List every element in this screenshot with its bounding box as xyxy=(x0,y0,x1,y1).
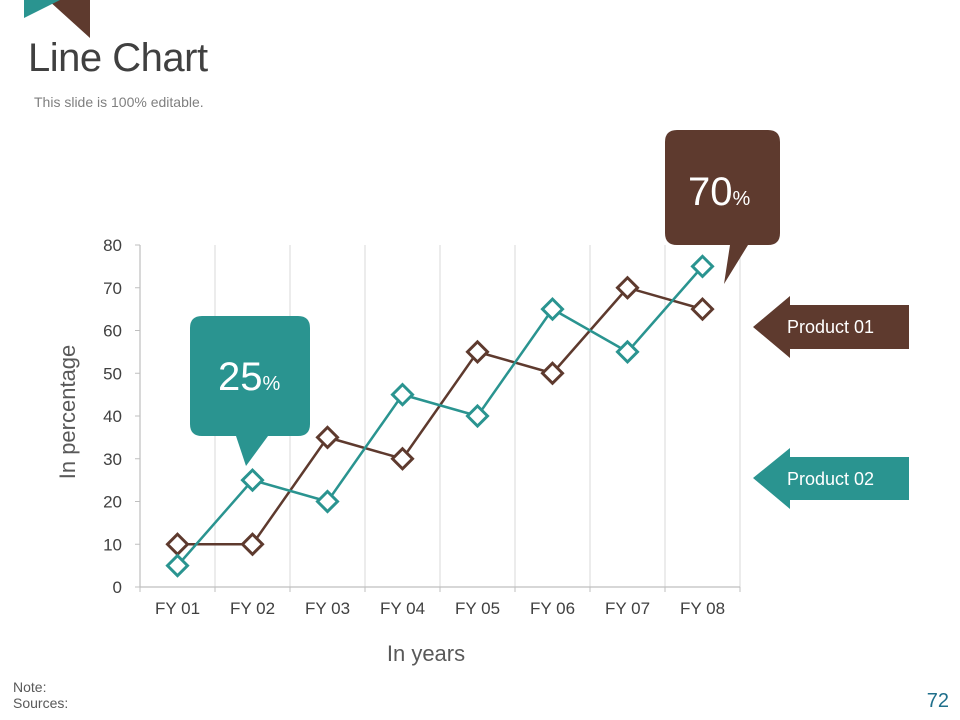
data-point-marker xyxy=(240,532,265,557)
series-line-2 xyxy=(176,265,704,567)
y-axis-title: In percentage xyxy=(55,345,80,480)
chart-labels: In years In percentage xyxy=(55,345,465,666)
callout-70-label: 70% xyxy=(688,170,750,215)
page-title: Line Chart xyxy=(28,36,208,80)
y-tick-label: 0 xyxy=(113,578,122,597)
y-tick-label: 50 xyxy=(103,364,122,383)
callout-70 xyxy=(665,130,780,284)
data-point-marker xyxy=(240,468,265,493)
x-tick-label: FY 06 xyxy=(530,599,575,618)
callout-70-unit: % xyxy=(732,188,751,210)
data-point-marker xyxy=(390,446,415,471)
legend-label-product01: Product 01 xyxy=(787,317,875,337)
callout-70-value: 70 xyxy=(688,170,733,214)
y-tick-label: 60 xyxy=(103,322,122,341)
x-tick-label: FY 04 xyxy=(380,599,425,618)
footer-note: Note: Sources: xyxy=(13,679,68,711)
y-tick-label: 10 xyxy=(103,535,122,554)
legend-product01 xyxy=(753,296,909,358)
x-tick-label: FY 08 xyxy=(680,599,725,618)
y-tick-label: 30 xyxy=(103,450,122,469)
note-label: Note: xyxy=(13,679,47,695)
data-point-marker xyxy=(540,297,565,322)
x-tick-label: FY 05 xyxy=(455,599,500,618)
legend-label-product02: Product 02 xyxy=(787,469,875,489)
data-point-marker xyxy=(615,339,640,364)
y-tick-label: 20 xyxy=(103,493,122,512)
corner-decoration xyxy=(24,0,90,38)
data-point-marker xyxy=(390,382,415,407)
x-tick-label: FY 07 xyxy=(605,599,650,618)
data-point-marker xyxy=(690,297,715,322)
data-point-marker xyxy=(465,403,490,429)
callout-25-unit: % xyxy=(262,373,281,395)
x-tick-label: FY 01 xyxy=(155,599,200,618)
x-axis-title: In years xyxy=(387,641,465,666)
y-tick-label: 40 xyxy=(103,407,122,426)
legend-product02 xyxy=(753,448,909,509)
callout-25 xyxy=(190,316,310,466)
data-point-marker xyxy=(315,425,340,450)
data-point-marker xyxy=(165,532,190,557)
page-subtitle: This slide is 100% editable. xyxy=(34,94,204,110)
y-tick-label: 70 xyxy=(103,279,122,298)
data-point-marker xyxy=(165,553,190,578)
chart-grid xyxy=(214,245,741,587)
x-tick-label: FY 03 xyxy=(305,599,350,618)
data-point-marker xyxy=(690,254,715,279)
chart-axes: 0 10 20 30 40 50 60 70 80 FY 01 FY 02 FY 03 FY 04 FY … xyxy=(103,236,741,618)
page-number: 72 xyxy=(926,690,949,712)
data-point-marker xyxy=(540,361,565,386)
sources-label: Sources: xyxy=(13,695,69,711)
callout-25-value: 25 xyxy=(218,355,263,399)
data-point-marker xyxy=(615,275,640,300)
data-point-marker xyxy=(465,339,490,364)
chart-series xyxy=(165,254,715,578)
callout-25-label: 25% xyxy=(218,355,280,400)
y-tick-label: 80 xyxy=(103,236,122,255)
data-point-marker xyxy=(315,489,340,514)
x-tick-label: FY 02 xyxy=(230,599,275,618)
